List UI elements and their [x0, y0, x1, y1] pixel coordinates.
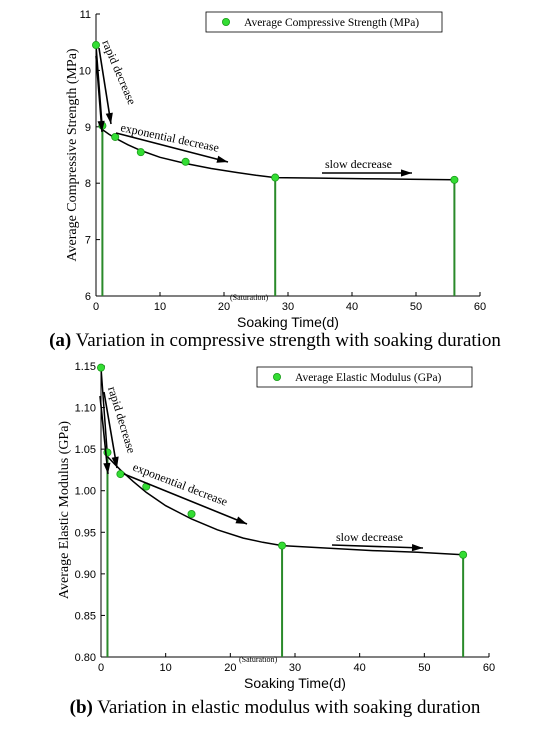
chart-b-legend-marker — [272, 372, 281, 381]
caption-b-label: (b) — [69, 697, 93, 718]
chart-a-y-tick-label: 6 — [85, 291, 91, 303]
chart-b-data-point — [116, 470, 125, 479]
chart-a-legend-label: Average Compressive Strength (MPa) — [244, 17, 419, 29]
chart-b-y-tick-label: 0.90 — [75, 569, 96, 581]
chart-a-arrow-rapid-1-head — [105, 112, 113, 124]
chart-b-y-tick-label: 0.80 — [75, 652, 96, 664]
chart-a-data-point — [136, 148, 145, 157]
chart-b-arrow-rapid-2-head — [103, 462, 111, 474]
chart-a-annotation-saturation: (Saturation) — [230, 293, 269, 302]
chart-a-x-tick-label: 0 — [93, 301, 99, 313]
chart-a-annotation-slow: slow decrease — [325, 157, 392, 171]
chart-a-arrow-exponential-head — [216, 155, 228, 163]
chart-a-arrow-rapid-2-shaft — [95, 55, 103, 133]
chart-b-x-tick-label: 10 — [160, 662, 172, 674]
chart-b-y-tick-label: 0.95 — [75, 527, 96, 539]
chart-b-y-tick-label: 1.00 — [75, 486, 96, 498]
chart-a-data-point — [450, 175, 459, 184]
chart-b-y-tick-label: 0.85 — [75, 610, 96, 622]
chart-a-annotation-rapid: rapid decrease — [99, 38, 139, 107]
chart-a-x-tick-label: 10 — [154, 301, 166, 313]
chart-b-x-tick-label: 40 — [354, 662, 366, 674]
chart-b-legend-label: Average Elastic Modulus (GPa) — [295, 372, 442, 384]
chart-b-elastic-modulus: 0 10 20 30 40 50 60 0.80 0.85 0.90 0.95 1.00 1.05 1.1… — [57, 361, 495, 691]
chart-a-y-tick-label: 8 — [85, 178, 91, 190]
chart-b-data-point — [278, 541, 287, 550]
chart-a-legend-marker — [221, 17, 230, 26]
chart-a-data-point — [92, 41, 101, 50]
chart-b-arrow-exponential-shaft — [123, 473, 248, 525]
caption-a-label: (a) — [49, 330, 72, 351]
chart-b-y-tick-label: 1.10 — [75, 403, 96, 415]
chart-a-legend-box — [205, 11, 443, 33]
chart-a-y-tick-label: 9 — [85, 122, 91, 134]
chart-a-arrow-exponential-shaft — [115, 132, 229, 163]
chart-b-annotation-rapid: rapid decrease — [105, 385, 139, 455]
chart-a-fit-curve — [95, 44, 455, 181]
chart-a-data-point — [181, 157, 190, 166]
chart-a-compressive-strength: 0 10 20 30 40 50 60 6 7 8 9 10 11 Soaking Time(d) Aver… — [65, 9, 486, 330]
chart-a-arrow-rapid-1-shaft — [98, 47, 112, 125]
chart-b-x-axis-title: Soaking Time(d) — [244, 675, 346, 691]
chart-a-x-tick-label: 60 — [474, 301, 486, 313]
chart-b-x-tick-label: 30 — [289, 662, 301, 674]
chart-a-x-tick-label: 20 — [218, 301, 230, 313]
chart-b-legend-box — [256, 366, 473, 388]
chart-a-x-tick-label: 50 — [410, 301, 422, 313]
chart-b-arrow-rapid-1-shaft — [103, 391, 118, 469]
chart-b-arrow-rapid-1-head — [111, 456, 119, 468]
chart-a-x-tick-label: 30 — [282, 301, 294, 313]
caption-b-text: Variation in elastic modulus with soakin… — [92, 697, 481, 718]
chart-b-x-tick-label: 0 — [98, 662, 104, 674]
chart-b-y-tick-label: 1.15 — [75, 361, 96, 373]
chart-a-y-tick-label: 11 — [80, 9, 91, 21]
chart-a-arrow-rapid-2-head — [97, 120, 105, 132]
chart-a-y-axis-title: Average Compressive Strength (MPa) — [65, 48, 80, 262]
chart-a-arrow-slow-head — [401, 169, 412, 177]
chart-b-arrow-slow-shaft — [331, 544, 424, 549]
chart-b-fit-curve — [100, 367, 464, 556]
chart-b-arrow-exponential-head — [235, 516, 247, 524]
chart-b-data-point — [187, 509, 196, 518]
chart-b-y-axis-title: Average Elastic Modulus (GPa) — [57, 421, 72, 600]
chart-a-y-tick-label: 10 — [79, 65, 91, 77]
chart-a-data-point — [271, 173, 280, 182]
chart-b-x-tick-label: 20 — [224, 662, 236, 674]
chart-a-data-point — [111, 132, 120, 141]
caption-b: (b) Variation in elastic modulus with so… — [0, 697, 550, 719]
caption-a: (a) Variation in compressive strength wi… — [0, 330, 550, 352]
chart-a-x-tick-label: 40 — [346, 301, 358, 313]
chart-b-arrow-slow-head — [411, 544, 423, 552]
chart-b-data-point — [459, 550, 468, 559]
chart-b-x-tick-label: 50 — [418, 662, 430, 674]
chart-b-x-tick-label: 60 — [483, 662, 495, 674]
chart-b-annotation-saturation: (Saturation) — [239, 655, 278, 664]
chart-a-x-axis-title: Soaking Time(d) — [237, 314, 339, 330]
chart-b-arrow-rapid-2-shaft — [99, 395, 109, 475]
chart-b-y-tick-label: 1.05 — [75, 444, 96, 456]
chart-a-y-tick-label: 7 — [85, 235, 91, 247]
chart-b-annotation-slow: slow decrease — [336, 530, 403, 544]
caption-a-text: Variation in compressive strength with s… — [71, 330, 501, 351]
chart-b-data-point — [97, 363, 106, 372]
